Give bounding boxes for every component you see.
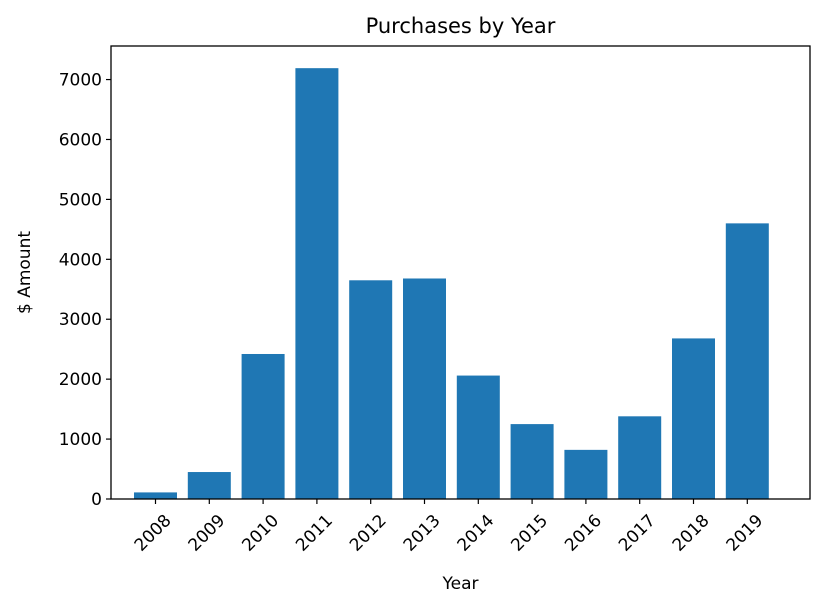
bar-2017 <box>618 416 662 499</box>
x-tick-label: 2018 <box>669 511 714 556</box>
y-tick-label: 1000 <box>59 430 102 450</box>
x-tick-label: 2008 <box>131 511 176 556</box>
y-tick-label: 6000 <box>59 130 102 150</box>
x-axis-label: Year <box>442 574 479 594</box>
bar-2012 <box>349 280 393 499</box>
y-tick-label: 4000 <box>59 250 102 270</box>
y-tick-label: 7000 <box>59 71 102 91</box>
x-tick-label: 2012 <box>346 511 391 556</box>
bar-2015 <box>510 424 554 499</box>
x-tick-label: 2017 <box>615 511 660 556</box>
bar-2018 <box>672 338 715 499</box>
bar-2019 <box>725 223 769 499</box>
bar-2008 <box>134 492 177 499</box>
x-tick-label: 2013 <box>400 511 445 556</box>
bar-2011 <box>295 68 339 500</box>
y-tick-label: 5000 <box>59 190 102 210</box>
bars-group <box>134 68 769 500</box>
chart-title: Purchases by Year <box>366 14 556 38</box>
bar-2013 <box>403 278 446 499</box>
x-tick-label: 2016 <box>561 511 606 556</box>
x-tick-label: 2014 <box>454 511 499 556</box>
x-tick-label: 2009 <box>185 511 230 556</box>
x-tick-label: 2011 <box>292 511 337 556</box>
y-tick-label: 3000 <box>59 310 102 330</box>
y-axis-label: $ Amount <box>15 231 35 314</box>
x-ticks-group: 2008 2009 2010 2011 2012 2013 2014 2015 2016 2017… <box>131 499 768 556</box>
x-tick-label: 2010 <box>238 511 283 556</box>
x-tick-label: 2015 <box>507 511 552 556</box>
bar-2010 <box>241 353 285 499</box>
x-tick-label: 2019 <box>723 511 768 556</box>
bar-2016 <box>564 449 608 499</box>
y-tick-label: 2000 <box>59 370 102 390</box>
bar-2009 <box>187 472 231 499</box>
plot-frame <box>110 45 811 500</box>
y-ticks-group: 0 1000 2000 3000 4000 5000 6000 7000 <box>59 71 111 510</box>
bar-2014 <box>456 375 500 499</box>
y-tick-label: 0 <box>91 490 102 510</box>
